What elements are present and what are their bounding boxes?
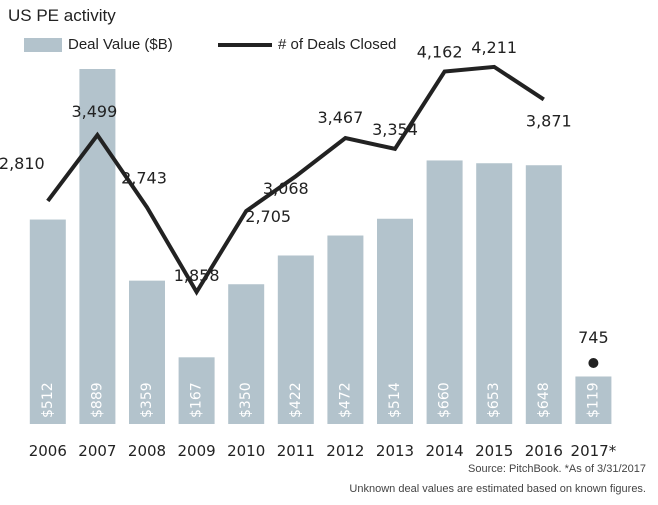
bar-10: [525, 165, 562, 424]
bar-label-4: $350: [238, 382, 254, 418]
source-note: Source: PitchBook. *As of 3/31/2017: [468, 463, 646, 475]
bar-0: [29, 219, 66, 424]
bar-label-9: $653: [486, 382, 502, 418]
bar-label-5: $422: [288, 382, 304, 418]
bar-label-0: $512: [40, 382, 56, 418]
x-tick-label-11: 2017*: [571, 442, 617, 460]
bar-label-8: $660: [437, 382, 453, 418]
legend-deal-value-label: Deal Value ($B): [68, 36, 173, 53]
legend-bar-swatch: [24, 37, 62, 52]
deals-point-2017: [588, 358, 599, 368]
bar-label-11: $119: [585, 382, 601, 418]
deals-label-7: 3,354: [372, 120, 418, 139]
legend-deals-closed: # of Deals Closed: [218, 36, 396, 53]
bar-label-2: $359: [139, 382, 155, 418]
deals-label-6: 3,467: [317, 108, 363, 127]
x-tick-label-7: 2013: [376, 442, 414, 460]
deals-label-1: 3,499: [71, 102, 117, 121]
deals-label-4: 2,705: [245, 207, 291, 226]
deals-label-11: 745: [578, 328, 609, 347]
legend-line-swatch: [218, 42, 272, 47]
deals-label-2: 2,743: [121, 168, 167, 187]
legend-deal-value: Deal Value ($B): [24, 36, 173, 53]
bar-5: [277, 255, 314, 424]
x-tick-label-2: 2008: [128, 442, 166, 460]
bar-7: [377, 218, 413, 424]
bar-label-6: $472: [337, 382, 353, 418]
deals-label-10: 3,871: [526, 111, 572, 130]
deals-label-0: 2,810: [0, 154, 45, 173]
bar-label-3: $167: [189, 382, 205, 418]
legend-deals-closed-label: # of Deals Closed: [278, 36, 397, 53]
deals-line: [46, 64, 545, 296]
bar-3: [178, 357, 215, 424]
x-tick-label-8: 2014: [426, 442, 464, 460]
deals-label-3: 1,858: [174, 266, 220, 285]
bar-label-10: $648: [536, 382, 552, 418]
bar-6: [327, 235, 364, 424]
x-tick-label-6: 2012: [326, 442, 364, 460]
bar-8: [426, 160, 463, 425]
x-tick-label-9: 2015: [475, 442, 513, 460]
deals-label-9: 4,211: [471, 38, 517, 57]
x-tick-label-10: 2016: [525, 442, 563, 460]
bar-label-1: $889: [89, 382, 105, 418]
chart-title: US PE activity: [8, 6, 116, 25]
bar-2: [129, 280, 165, 424]
estimate-note: Unknown deal values are estimated based …: [349, 483, 646, 495]
bar-11: [575, 376, 612, 424]
bar-4: [228, 284, 265, 424]
deals-label-5: 3,068: [263, 179, 309, 198]
x-tick-label-1: 2007: [78, 442, 116, 460]
x-tick-label-5: 2011: [277, 442, 315, 460]
x-tick-label-0: 2006: [29, 442, 67, 460]
x-tick-label-3: 2009: [178, 442, 216, 460]
bar-9: [476, 163, 513, 424]
bar-1: [79, 69, 116, 424]
x-tick-label-4: 2010: [227, 442, 265, 460]
bar-label-7: $514: [387, 382, 403, 418]
deals-label-8: 4,162: [417, 43, 463, 62]
